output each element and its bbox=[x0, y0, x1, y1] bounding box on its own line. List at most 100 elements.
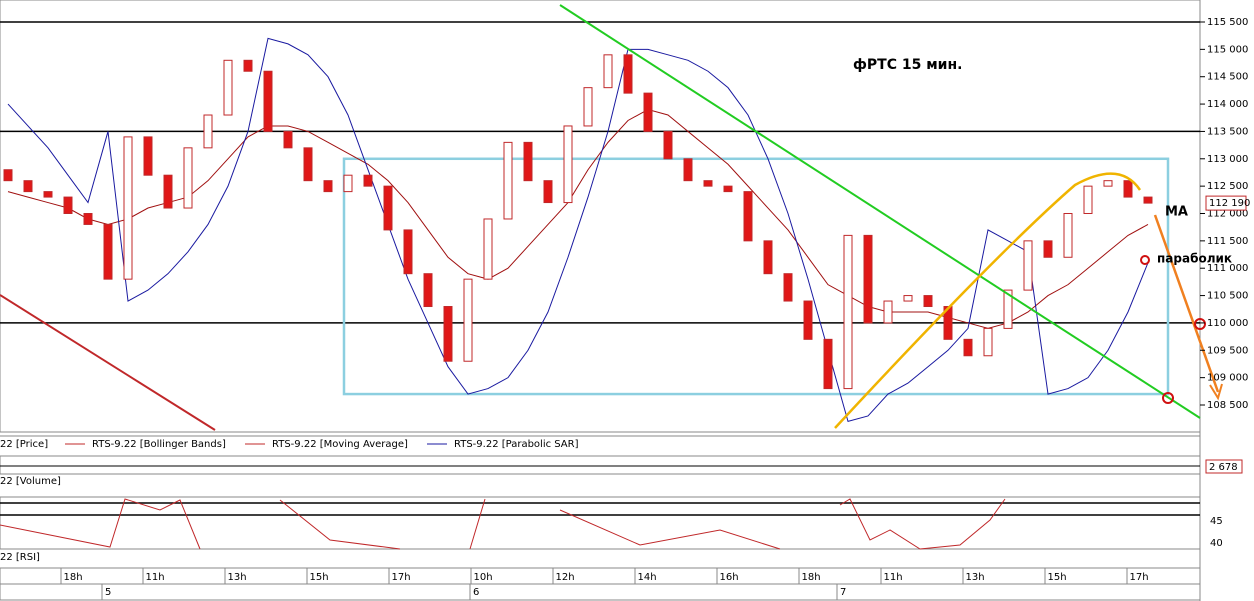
candle bbox=[943, 306, 953, 340]
y-tick-label: 115 500 bbox=[1207, 17, 1248, 28]
candle bbox=[1003, 289, 1013, 329]
annotation: MA bbox=[1165, 205, 1188, 220]
candle bbox=[303, 147, 313, 182]
candle bbox=[743, 191, 753, 242]
legend-entry: 22 [Price] bbox=[0, 439, 48, 450]
candle bbox=[23, 180, 33, 193]
time-label: 13h bbox=[965, 572, 984, 583]
indicator-line bbox=[7, 37, 1149, 423]
candle bbox=[863, 234, 873, 324]
y-tick-label: 111 500 bbox=[1207, 236, 1248, 247]
volume-value: 2 678 bbox=[1209, 462, 1238, 473]
candle bbox=[183, 147, 193, 209]
y-tick-label: 113 500 bbox=[1207, 126, 1248, 137]
candle bbox=[1143, 196, 1153, 204]
candle bbox=[843, 234, 853, 390]
marker bbox=[1140, 255, 1150, 265]
candle bbox=[583, 87, 593, 127]
panel-label: 22 [Volume] bbox=[0, 476, 61, 487]
candle bbox=[3, 169, 13, 182]
candle bbox=[963, 338, 973, 357]
time-label: 15h bbox=[1047, 572, 1066, 583]
time-label: 11h bbox=[145, 572, 164, 583]
last-price-label: 112 190 bbox=[1209, 198, 1250, 209]
candle bbox=[443, 306, 453, 362]
time-label: 10h bbox=[473, 572, 492, 583]
annotation: параболик bbox=[1157, 252, 1232, 266]
rsi-panel bbox=[0, 496, 1201, 550]
time-label: 12h bbox=[555, 572, 574, 583]
candle bbox=[503, 141, 513, 220]
forecast-arrow bbox=[1153, 214, 1220, 393]
candle bbox=[83, 213, 93, 225]
y-tick-label: 112 500 bbox=[1207, 181, 1248, 192]
volume-panel bbox=[0, 455, 1201, 475]
candle bbox=[223, 59, 233, 116]
candle bbox=[203, 114, 213, 149]
time-label: 18h bbox=[801, 572, 820, 583]
candle bbox=[983, 327, 993, 357]
candle bbox=[1103, 180, 1113, 187]
candle bbox=[683, 158, 693, 182]
candle bbox=[903, 295, 913, 302]
range-box bbox=[342, 157, 1170, 396]
candle bbox=[383, 185, 393, 231]
panel-label: 22 [RSI] bbox=[0, 552, 40, 563]
candle bbox=[283, 130, 293, 149]
y-tick-label: 110 000 bbox=[1207, 318, 1248, 329]
candle bbox=[923, 295, 933, 308]
rsi-tick-label: 40 bbox=[1210, 538, 1223, 549]
candle bbox=[263, 70, 273, 132]
rsi-tick-label: 45 bbox=[1210, 516, 1223, 527]
candle bbox=[1043, 240, 1053, 258]
candle bbox=[343, 174, 353, 193]
candle bbox=[723, 185, 733, 193]
candle bbox=[763, 240, 773, 275]
candle bbox=[483, 218, 493, 280]
candle bbox=[523, 141, 533, 182]
candle bbox=[423, 273, 433, 308]
candle bbox=[403, 229, 413, 275]
candle bbox=[1023, 240, 1033, 291]
rsi-line bbox=[0, 498, 1006, 550]
time-label: 17h bbox=[391, 572, 410, 583]
candle bbox=[243, 59, 253, 72]
y-tick-label: 115 000 bbox=[1207, 44, 1248, 55]
candle bbox=[883, 300, 893, 324]
candle bbox=[783, 273, 793, 302]
candle bbox=[823, 338, 833, 390]
candle bbox=[363, 174, 373, 187]
candle bbox=[143, 136, 153, 176]
arrow-head bbox=[1209, 383, 1223, 401]
y-tick-label: 108 500 bbox=[1207, 400, 1248, 411]
day-label: 6 bbox=[473, 587, 479, 598]
candle bbox=[103, 223, 113, 280]
y-tick-label: 114 500 bbox=[1207, 72, 1248, 83]
trend-line bbox=[0, 294, 216, 431]
legend-entry: RTS-9.22 [Moving Average] bbox=[272, 439, 408, 450]
candle bbox=[703, 180, 713, 187]
candle bbox=[123, 136, 133, 280]
y-tick-label: 114 000 bbox=[1207, 99, 1248, 110]
y-tick-label: 112 000 bbox=[1207, 209, 1248, 220]
candle bbox=[1063, 213, 1073, 258]
y-tick-label: 109 000 bbox=[1207, 373, 1248, 384]
candle bbox=[643, 92, 653, 132]
candle bbox=[603, 54, 613, 89]
time-label: 11h bbox=[883, 572, 902, 583]
y-tick-label: 109 500 bbox=[1207, 345, 1248, 356]
candle bbox=[163, 174, 173, 209]
candle bbox=[543, 180, 553, 204]
candle bbox=[1083, 185, 1093, 214]
indicator-line bbox=[7, 109, 1149, 329]
time-label: 16h bbox=[719, 572, 738, 583]
time-label: 13h bbox=[227, 572, 246, 583]
candle bbox=[663, 130, 673, 160]
y-tick-label: 111 000 bbox=[1207, 263, 1248, 274]
candle bbox=[623, 54, 633, 94]
candle bbox=[323, 180, 333, 193]
last-price-box bbox=[1205, 195, 1247, 211]
value-box bbox=[1205, 459, 1243, 474]
plot-frame bbox=[0, 0, 1201, 433]
